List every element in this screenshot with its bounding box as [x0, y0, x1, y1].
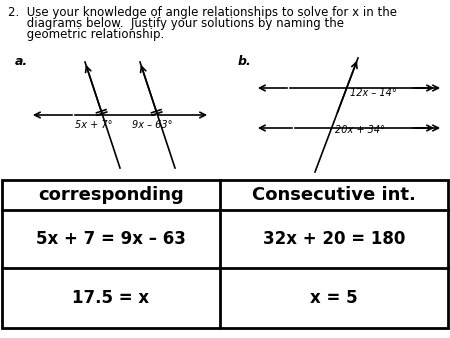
Text: corresponding: corresponding: [38, 186, 184, 204]
Text: Consecutive int.: Consecutive int.: [252, 186, 416, 204]
Bar: [2, 180, 448, 328]
Text: x = 5: x = 5: [310, 289, 358, 307]
Text: b.: b.: [238, 55, 252, 68]
Text: 32x + 20 = 180: 32x + 20 = 180: [263, 230, 405, 248]
Text: 12x – 14°: 12x – 14°: [350, 88, 396, 98]
Text: geometric relationship.: geometric relationship.: [8, 28, 164, 41]
Text: diagrams below.  Justify your solutions by naming the: diagrams below. Justify your solutions b…: [8, 17, 344, 30]
Text: 17.5 = x: 17.5 = x: [72, 289, 149, 307]
Text: 20x + 34°: 20x + 34°: [335, 125, 385, 135]
Text: 5x + 7°: 5x + 7°: [75, 120, 112, 130]
Text: 2.  Use your knowledge of angle relationships to solve for x in the: 2. Use your knowledge of angle relations…: [8, 6, 397, 19]
Text: 5x + 7 = 9x – 63: 5x + 7 = 9x – 63: [36, 230, 186, 248]
Text: 9x – 63°: 9x – 63°: [132, 120, 172, 130]
Text: a.: a.: [15, 55, 28, 68]
